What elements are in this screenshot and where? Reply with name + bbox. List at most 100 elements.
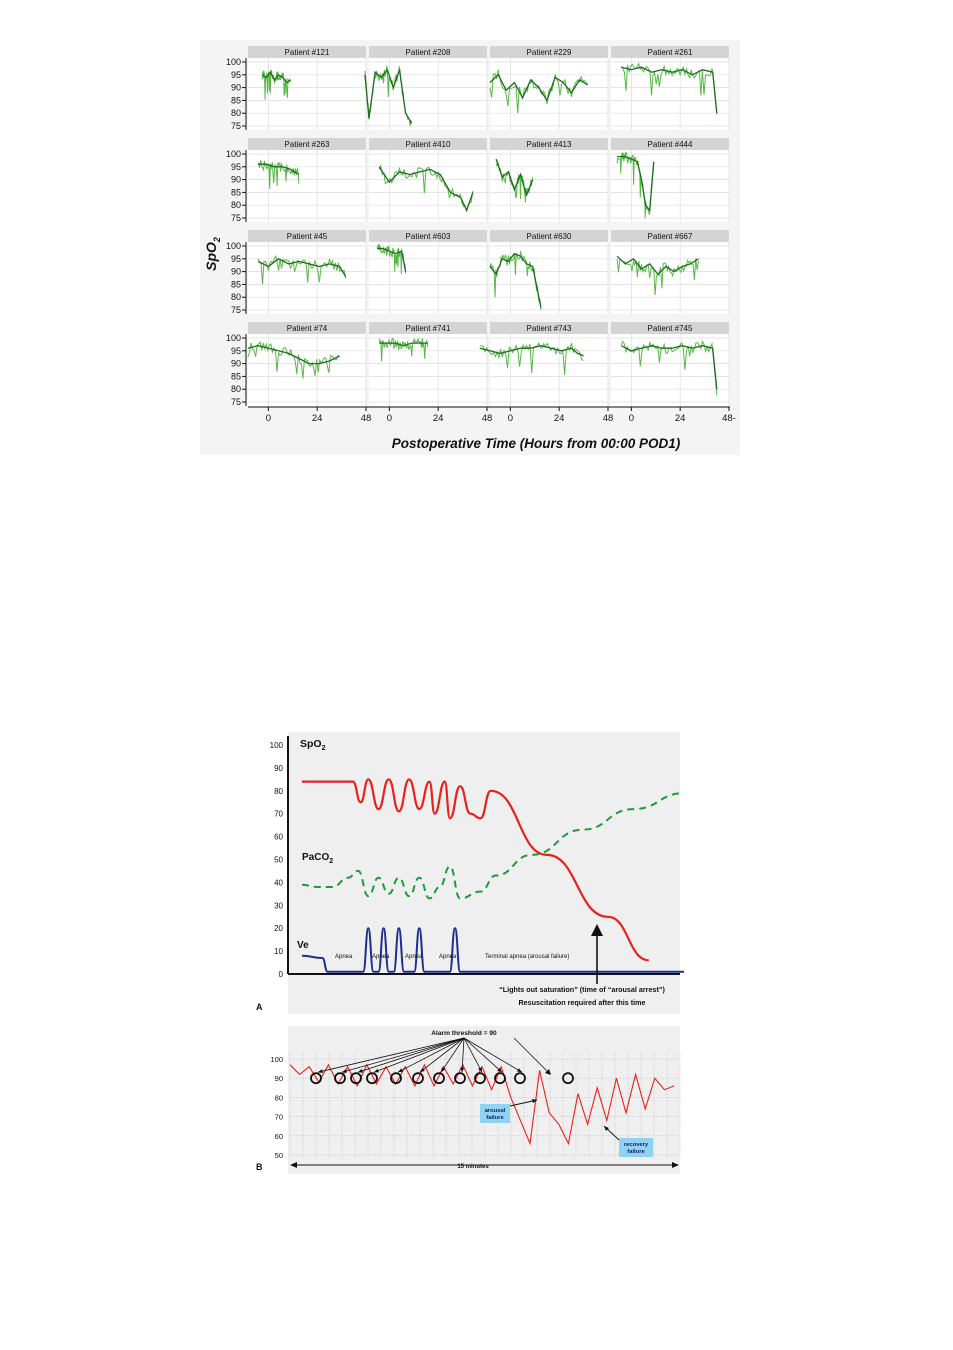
alarm-circle [334, 1072, 346, 1085]
x-tick-label: 24 [554, 413, 565, 424]
alarm-arrow [419, 1037, 465, 1073]
y-tick-label: 75 [231, 397, 241, 407]
spo2-raw-line [378, 163, 474, 212]
arousal-failure-text: failure [486, 1115, 504, 1121]
facet-title: Patient #630 [527, 232, 572, 241]
facet-strip [248, 138, 366, 150]
spo2-smoothed-line [258, 163, 300, 176]
spo2-smoothed-line [257, 258, 347, 278]
alarm-arrow [341, 1037, 465, 1073]
spo2-raw-line [261, 69, 291, 100]
alarm-circle [310, 1072, 322, 1085]
apnea-label: Apnea [439, 954, 457, 960]
facet-plot-area [490, 334, 608, 406]
spo2-raw-line [376, 242, 407, 275]
x-tick-label: 24 [675, 413, 686, 424]
facet-title: Patient #261 [648, 48, 693, 57]
facet-strip [490, 230, 608, 242]
y-tick-label: 80 [231, 108, 241, 118]
alarm-arrow [513, 1037, 551, 1075]
alarm-arrowhead [460, 1067, 465, 1073]
facet-title: Patient #745 [648, 324, 693, 333]
y-tick-label: 95 [231, 346, 241, 356]
alarm-markers [310, 1072, 574, 1085]
y-tick-label: 50 [274, 856, 283, 865]
alarm-arrows [317, 1037, 551, 1075]
alarm-circle [366, 1072, 378, 1085]
y-tick-label: 80 [275, 1093, 283, 1102]
y-tick-label: 60 [275, 1132, 283, 1141]
spo2-smoothed-line [495, 158, 534, 197]
y-tick-label: 80 [274, 787, 283, 796]
facet-plot-area [248, 58, 366, 130]
y-axes: 100 95 90 85 80 75 100 95 90 85 80 75 100 95 90 85 80 75 1… [226, 57, 247, 407]
y-tick-label: 95 [231, 70, 241, 80]
y-tick-label: 100 [226, 57, 241, 67]
alarm-circle [562, 1072, 574, 1085]
apnea-label: Apnea [372, 954, 390, 960]
facet-strip [369, 138, 487, 150]
plot-background [288, 732, 680, 1014]
y-tick-label: 0 [279, 970, 284, 979]
alarm-circle [514, 1072, 526, 1085]
facet-strip [248, 322, 366, 334]
spo2-smoothed-line [379, 342, 428, 347]
y-tick-label: 75 [231, 213, 241, 223]
spo2-smoothed-line [489, 252, 542, 308]
y-tick-label: 100 [226, 333, 241, 343]
spo2-trace-line [289, 1063, 675, 1146]
recovery-failure-callout: recovery failure [603, 1125, 653, 1157]
y-tick-label: 30 [274, 901, 283, 910]
spo2-smoothed-line [479, 345, 584, 357]
alarm-arrowhead [478, 1067, 482, 1073]
y-tick-label: 100 [270, 1055, 283, 1064]
alarm-threshold-chart-b: 100 90 80 70 60 50 Alarm threshold = 90 arous… [252, 1024, 684, 1176]
y-tick-label: 95 [231, 254, 241, 264]
spo2-smoothed-line [377, 247, 407, 272]
alarm-arrowhead [374, 1068, 379, 1073]
alarm-arrow [463, 1037, 503, 1073]
paco2-series-line [301, 792, 684, 900]
alarm-arrowhead [398, 1068, 403, 1073]
x-tick-label: 0 [629, 413, 634, 424]
facet-title: Patient #208 [406, 48, 451, 57]
alarm-arrowhead [441, 1067, 446, 1073]
facet-strip [611, 322, 729, 334]
y-tick-label: 90 [275, 1074, 283, 1083]
facet-strip [490, 138, 608, 150]
facet-strip [369, 230, 487, 242]
recovery-failure-box [619, 1138, 653, 1157]
facet-strip [490, 322, 608, 334]
terminal-apnea-label: Terminal apnea (arousal failure) [485, 954, 569, 960]
facet-plot-area [611, 334, 729, 406]
alarm-arrow [463, 1037, 523, 1073]
arousal-failure-box [480, 1104, 510, 1123]
arrow-annotation-line-1: “Lights out saturation” (time of “arousa… [499, 985, 665, 994]
y-tick-label: 85 [231, 279, 241, 289]
y-tick-label: 90 [231, 175, 241, 185]
facet-title: Patient #743 [527, 324, 572, 333]
alarm-circle [350, 1072, 362, 1085]
ve-series-label: Ve [297, 940, 309, 951]
facet-title: Patient #413 [527, 140, 572, 149]
facet-strip [248, 46, 366, 58]
y-tick-label: 80 [231, 200, 241, 210]
alarm-circle [454, 1072, 466, 1085]
y-tick-label: 75 [231, 305, 241, 315]
alarm-arrowhead [358, 1068, 363, 1073]
alarm-arrow [373, 1037, 465, 1073]
arousal-failure-callout: arousal failure [480, 1099, 538, 1123]
spo2-smoothed-line [247, 345, 340, 365]
facet-panels: Patient #121 Patient #208 Patient #229 Pati… [247, 46, 730, 406]
y-tick-label: 75 [231, 121, 241, 131]
y-tick-label: 70 [274, 810, 283, 819]
x-tick-label: 24 [433, 413, 444, 424]
y-tick-label: 85 [231, 95, 241, 105]
alarm-arrowhead [318, 1069, 323, 1073]
facet-strip [248, 230, 366, 242]
facet-title: Patient #410 [406, 140, 451, 149]
apnea-label: Apnea [335, 954, 353, 960]
recovery-failure-text: failure [627, 1149, 645, 1155]
spo2-facet-chart: Patient #121 Patient #208 Patient #229 Pati… [200, 40, 740, 455]
